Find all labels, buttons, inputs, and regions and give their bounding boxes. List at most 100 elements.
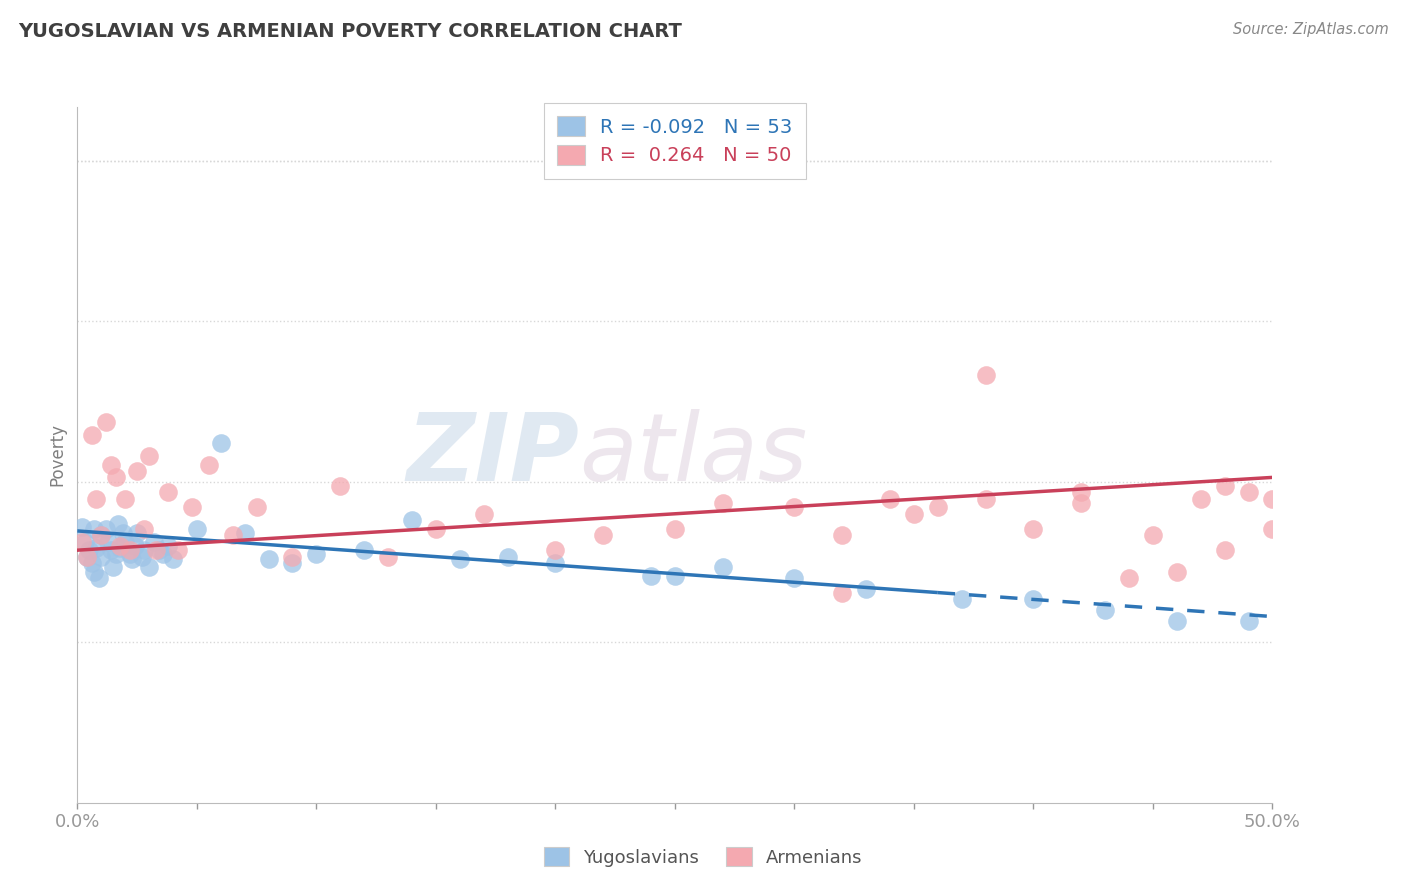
Point: [83, 522, 105, 536]
Point: [1213, 543, 1236, 558]
Point: [1118, 571, 1140, 585]
Point: [90, 528, 112, 542]
Point: [152, 548, 174, 562]
Point: [76, 549, 98, 564]
Point: [1142, 528, 1164, 542]
Point: [80, 427, 103, 442]
Point: [1237, 485, 1260, 500]
Point: [166, 543, 188, 558]
Point: [86, 491, 108, 506]
Point: [100, 543, 122, 558]
Point: [118, 548, 141, 562]
Point: [121, 551, 143, 566]
Point: [711, 496, 734, 510]
Point: [148, 543, 170, 558]
Point: [640, 569, 662, 583]
Point: [114, 534, 136, 549]
Point: [138, 560, 160, 574]
Point: [80, 556, 103, 570]
Point: [104, 470, 127, 484]
Point: [903, 507, 925, 521]
Point: [425, 522, 447, 536]
Text: Source: ZipAtlas.com: Source: ZipAtlas.com: [1233, 22, 1389, 37]
Legend: Yugoslavians, Armenians: Yugoslavians, Armenians: [536, 840, 870, 874]
Point: [97, 534, 120, 549]
Point: [79, 543, 101, 558]
Point: [281, 556, 304, 570]
Point: [110, 541, 132, 555]
Point: [94, 522, 117, 536]
Point: [145, 543, 167, 558]
Point: [134, 522, 156, 536]
Point: [711, 560, 734, 574]
Point: [73, 534, 96, 549]
Point: [118, 543, 141, 558]
Point: [246, 500, 269, 515]
Point: [449, 551, 471, 566]
Point: [1261, 491, 1284, 506]
Point: [104, 548, 127, 562]
Point: [329, 479, 352, 493]
Point: [83, 565, 105, 579]
Point: [197, 458, 219, 472]
Point: [131, 549, 153, 564]
Point: [142, 534, 165, 549]
Point: [472, 507, 495, 521]
Point: [1094, 603, 1116, 617]
Legend: R = -0.092   N = 53, R =  0.264   N = 50: R = -0.092 N = 53, R = 0.264 N = 50: [544, 103, 806, 179]
Point: [855, 582, 877, 596]
Point: [281, 549, 304, 564]
Point: [664, 522, 686, 536]
Point: [927, 500, 949, 515]
Point: [1070, 496, 1092, 510]
Point: [103, 560, 124, 574]
Point: [70, 519, 93, 533]
Point: [1261, 522, 1284, 536]
Point: [127, 464, 149, 478]
Point: [1022, 592, 1045, 607]
Y-axis label: Poverty: Poverty: [48, 424, 66, 486]
Point: [107, 517, 129, 532]
Point: [94, 415, 117, 429]
Point: [100, 458, 122, 472]
Point: [76, 549, 98, 564]
Point: [544, 556, 567, 570]
Text: atlas: atlas: [579, 409, 807, 500]
Point: [162, 551, 184, 566]
Point: [114, 491, 136, 506]
Text: ZIP: ZIP: [406, 409, 579, 501]
Point: [879, 491, 901, 506]
Point: [138, 449, 160, 463]
Point: [496, 549, 519, 564]
Point: [111, 526, 134, 541]
Point: [209, 436, 232, 450]
Point: [974, 491, 997, 506]
Point: [1166, 565, 1188, 579]
Point: [783, 571, 806, 585]
Point: [134, 543, 156, 558]
Point: [544, 543, 567, 558]
Point: [233, 526, 256, 541]
Point: [1070, 485, 1092, 500]
Point: [87, 571, 110, 585]
Point: [401, 513, 423, 527]
Point: [831, 586, 853, 600]
Point: [783, 500, 806, 515]
Point: [186, 522, 208, 536]
Point: [222, 528, 245, 542]
Point: [86, 541, 108, 555]
Point: [664, 569, 686, 583]
Point: [124, 539, 146, 553]
Point: [831, 528, 853, 542]
Point: [1189, 491, 1212, 506]
Point: [1237, 614, 1260, 628]
Point: [157, 539, 180, 553]
Point: [90, 549, 112, 564]
Point: [305, 548, 328, 562]
Point: [157, 485, 180, 500]
Point: [353, 543, 375, 558]
Point: [950, 592, 973, 607]
Text: YUGOSLAVIAN VS ARMENIAN POVERTY CORRELATION CHART: YUGOSLAVIAN VS ARMENIAN POVERTY CORRELAT…: [18, 22, 682, 41]
Point: [90, 528, 112, 542]
Point: [257, 551, 280, 566]
